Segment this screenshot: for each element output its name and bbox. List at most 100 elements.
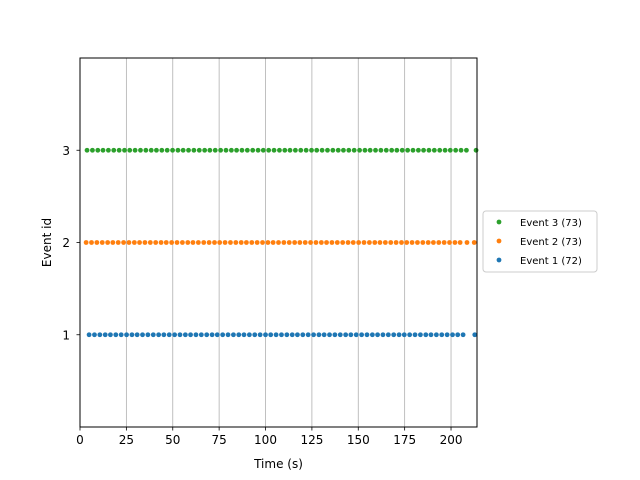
event-point <box>163 240 169 245</box>
event-point <box>305 332 311 338</box>
event-point <box>186 147 191 153</box>
event-point <box>433 332 439 338</box>
event-point <box>273 332 279 338</box>
event-point <box>313 240 319 245</box>
event-point <box>214 332 220 338</box>
event-point <box>122 147 127 153</box>
event-point <box>311 332 316 338</box>
event-point <box>329 240 335 245</box>
event-point <box>231 332 236 338</box>
event-point <box>234 147 239 153</box>
x-tick-label: 75 <box>211 433 226 447</box>
event-point <box>198 332 204 338</box>
event-point <box>105 240 111 245</box>
event-point <box>472 332 478 338</box>
event-point <box>84 147 90 153</box>
event-point <box>124 332 129 338</box>
event-point <box>100 147 106 153</box>
event-point <box>447 240 452 245</box>
event-point <box>361 240 367 245</box>
event-point <box>455 332 461 338</box>
event-point <box>195 240 201 245</box>
event-point <box>359 332 365 338</box>
legend: Event 3 (73) Event 2 (73) Event 1 (72) <box>482 210 598 273</box>
legend-box <box>482 210 598 273</box>
event-point <box>220 332 226 338</box>
event-point <box>286 240 292 245</box>
event-point <box>348 332 354 338</box>
event-point <box>185 240 191 245</box>
event-point <box>340 240 346 245</box>
event-point <box>180 240 185 245</box>
event-point <box>318 240 324 245</box>
event-point <box>409 240 415 245</box>
event-point <box>373 147 378 153</box>
event-point <box>426 147 432 153</box>
event-point <box>346 147 352 153</box>
event-point <box>300 332 306 338</box>
x-tick-label: 0 <box>76 433 84 447</box>
event-point <box>239 147 245 153</box>
y-tick-label: 1 <box>62 328 70 342</box>
event-point <box>441 240 447 245</box>
x-axis-label: Time (s) <box>253 457 303 471</box>
legend-label: Event 3 (73) <box>520 218 582 229</box>
event-points <box>83 147 479 338</box>
event-point <box>95 147 101 153</box>
event-point <box>86 332 92 338</box>
event-point <box>209 332 215 338</box>
y-tick-label: 3 <box>62 144 70 158</box>
event-point <box>212 147 218 153</box>
event-point <box>233 240 239 245</box>
event-point <box>166 332 172 338</box>
event-point <box>444 332 450 338</box>
event-point <box>321 332 327 338</box>
event-point <box>90 147 95 153</box>
event-point <box>97 332 103 338</box>
event-point <box>404 240 410 245</box>
event-point <box>327 332 332 338</box>
event-point <box>396 332 402 338</box>
event-point <box>393 240 399 245</box>
event-point <box>389 147 395 153</box>
x-tick-label: 125 <box>300 433 323 447</box>
event-point <box>345 240 351 245</box>
event-point <box>437 147 443 153</box>
event-point <box>177 332 183 338</box>
event-point <box>375 332 380 338</box>
event-point <box>425 240 431 245</box>
y-axis: 1 2 3 <box>62 144 80 342</box>
event-point <box>401 332 407 338</box>
event-point <box>255 147 261 153</box>
event-point <box>170 147 175 153</box>
event-point <box>126 240 132 245</box>
event-point <box>260 240 265 245</box>
event-point <box>277 147 282 153</box>
event-point <box>298 147 304 153</box>
event-point <box>385 332 391 338</box>
event-point <box>452 240 458 245</box>
event-point <box>418 332 423 338</box>
event-point <box>228 240 233 245</box>
event-point <box>102 332 108 338</box>
event-point <box>330 147 336 153</box>
event-point <box>332 332 338 338</box>
event-point <box>268 332 274 338</box>
event-point <box>238 240 244 245</box>
event-point <box>134 332 140 338</box>
event-point <box>105 147 111 153</box>
event-point <box>420 240 426 245</box>
event-point <box>377 240 383 245</box>
event-point <box>337 332 343 338</box>
event-point <box>391 332 397 338</box>
event-point <box>150 332 156 338</box>
event-point <box>351 147 357 153</box>
event-point <box>289 332 295 338</box>
event-point <box>89 240 94 245</box>
event-point <box>410 147 416 153</box>
event-point <box>169 240 175 245</box>
event-point <box>271 147 277 153</box>
event-point <box>412 332 418 338</box>
event-point <box>111 147 117 153</box>
event-point <box>284 332 290 338</box>
